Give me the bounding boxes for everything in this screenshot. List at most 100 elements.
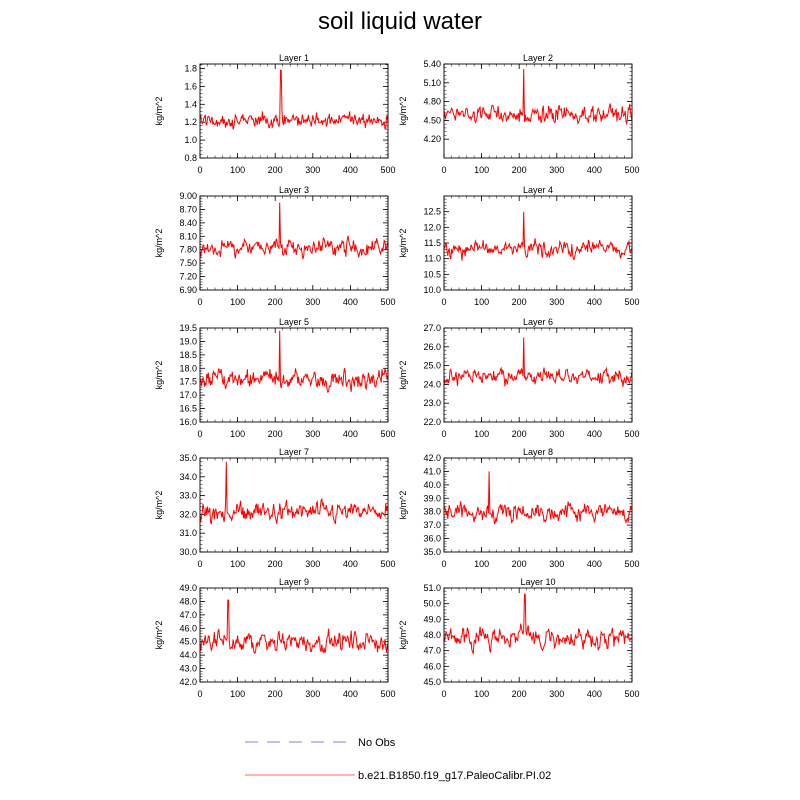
- series-line: [199, 461, 389, 525]
- panel-2: Layer 2 kg/m^2 4.20 4.50 4.80 5.10 5.40 0 100 200…: [398, 53, 640, 175]
- y-axis-label: kg/m^2: [398, 229, 408, 258]
- x-tick-label: 500: [624, 429, 639, 439]
- plot-frame: [199, 63, 389, 159]
- panel-4: Layer 4 kg/m^2 10.0 10.5 11.0 11.5 12.0 12.5 0 10…: [398, 185, 640, 307]
- y-tick-label: 48.0: [179, 596, 197, 606]
- x-tick-label: 400: [343, 689, 358, 699]
- x-tick-label: 300: [305, 297, 320, 307]
- x-tick-label: 0: [441, 429, 446, 439]
- y-tick-label: 41.0: [423, 466, 441, 476]
- series-line: [443, 471, 633, 525]
- y-tick-label: 8.40: [179, 218, 197, 228]
- panel-6: Layer 6 kg/m^2 22.0 23.0 24.0 25.0 26.0 27.0 0 10…: [398, 317, 640, 439]
- panel-title: Layer 1: [279, 53, 309, 63]
- y-tick-label: 50.0: [423, 599, 441, 609]
- y-tick-label: 39.0: [423, 493, 441, 503]
- y-tick-label: 48.0: [423, 630, 441, 640]
- x-tick-label: 0: [197, 559, 202, 569]
- x-tick-label: 0: [197, 297, 202, 307]
- panel-title: Layer 7: [279, 447, 309, 457]
- panel-title: Layer 10: [520, 577, 555, 587]
- y-tick-label: 7.20: [179, 272, 197, 282]
- y-tick-label: 42.0: [423, 453, 441, 463]
- x-tick-label: 400: [343, 165, 358, 175]
- x-tick-label: 300: [305, 559, 320, 569]
- x-tick-label: 400: [587, 297, 602, 307]
- y-tick-label: 32.0: [179, 509, 197, 519]
- x-tick-label: 0: [441, 559, 446, 569]
- plot-frame: [443, 63, 633, 159]
- y-tick-label: 17.5: [179, 377, 197, 387]
- series-line: [443, 68, 633, 126]
- y-tick-label: 25.0: [423, 361, 441, 371]
- x-tick-label: 0: [441, 297, 446, 307]
- x-tick-label: 500: [624, 689, 639, 699]
- x-tick-label: 100: [230, 429, 245, 439]
- panel-7: Layer 7 kg/m^2 30.0 31.0 32.0 33.0 34.0 35.0 0 10…: [154, 447, 396, 569]
- y-tick-label: 19.0: [179, 336, 197, 346]
- y-tick-label: 37.0: [423, 520, 441, 530]
- y-tick-label: 42.0: [179, 677, 197, 687]
- x-tick-label: 200: [512, 559, 527, 569]
- x-tick-label: 300: [305, 165, 320, 175]
- x-tick-label: 500: [624, 165, 639, 175]
- y-tick-label: 49.0: [423, 614, 441, 624]
- y-tick-label: 27.0: [423, 323, 441, 333]
- panel-title: Layer 8: [523, 447, 553, 457]
- x-tick-label: 300: [305, 689, 320, 699]
- plot-frame: [443, 457, 633, 553]
- y-tick-label: 4.50: [423, 115, 441, 125]
- x-tick-label: 300: [305, 429, 320, 439]
- y-tick-label: 47.0: [179, 610, 197, 620]
- plot-frame: [443, 587, 633, 683]
- x-tick-label: 300: [549, 297, 564, 307]
- y-tick-label: 44.0: [179, 650, 197, 660]
- x-tick-label: 500: [380, 165, 395, 175]
- y-axis-label: kg/m^2: [398, 491, 408, 520]
- x-tick-label: 200: [268, 297, 283, 307]
- y-tick-label: 6.90: [179, 285, 197, 295]
- y-tick-label: 31.0: [179, 528, 197, 538]
- y-tick-label: 9.00: [179, 191, 197, 201]
- y-tick-label: 10.0: [423, 285, 441, 295]
- x-tick-label: 300: [549, 429, 564, 439]
- x-tick-label: 300: [549, 689, 564, 699]
- y-tick-label: 11.5: [424, 238, 441, 248]
- panel-title: Layer 9: [279, 577, 309, 587]
- y-axis-label: kg/m^2: [154, 361, 164, 390]
- panel-10: Layer 10 kg/m^2 45.0 46.0 47.0 48.0 49.0 50.0 51…: [398, 577, 640, 699]
- y-tick-label: 30.0: [179, 547, 197, 557]
- y-tick-label: 1.6: [184, 81, 197, 91]
- y-tick-label: 22.0: [423, 417, 441, 427]
- x-tick-label: 400: [587, 689, 602, 699]
- y-tick-label: 10.5: [423, 269, 441, 279]
- x-tick-label: 0: [197, 689, 202, 699]
- x-tick-label: 200: [268, 559, 283, 569]
- y-tick-label: 19.5: [179, 323, 197, 333]
- panel-title: Layer 6: [523, 317, 553, 327]
- y-tick-label: 0.8: [184, 153, 197, 163]
- series-line: [199, 599, 389, 655]
- y-tick-label: 17.0: [179, 390, 197, 400]
- y-axis-label: kg/m^2: [154, 621, 164, 650]
- y-axis-label: kg/m^2: [154, 229, 164, 258]
- x-tick-label: 100: [474, 297, 489, 307]
- plot-frame: [199, 327, 389, 423]
- y-tick-label: 5.10: [423, 78, 441, 88]
- y-tick-label: 45.0: [179, 637, 197, 647]
- x-tick-label: 200: [512, 297, 527, 307]
- panel-3: Layer 3 kg/m^2 6.90 7.20 7.50 7.80 8.10 8.40 8.7…: [154, 185, 396, 307]
- x-tick-label: 100: [230, 689, 245, 699]
- x-tick-label: 200: [512, 429, 527, 439]
- x-tick-label: 500: [380, 429, 395, 439]
- x-tick-label: 200: [512, 165, 527, 175]
- y-tick-label: 24.0: [423, 379, 441, 389]
- panel-title: Layer 4: [523, 185, 553, 195]
- y-axis-label: kg/m^2: [398, 97, 408, 126]
- plot-frame: [443, 327, 633, 423]
- y-tick-label: 36.0: [423, 534, 441, 544]
- panel-5: Layer 5 kg/m^2 16.0 16.5 17.0 17.5 18.0 18.5 19.…: [154, 317, 396, 439]
- panel-8: Layer 8 kg/m^2 35.0 36.0 37.0 38.0 39.0 40.0 41.…: [398, 447, 640, 569]
- panel-title: Layer 5: [279, 317, 309, 327]
